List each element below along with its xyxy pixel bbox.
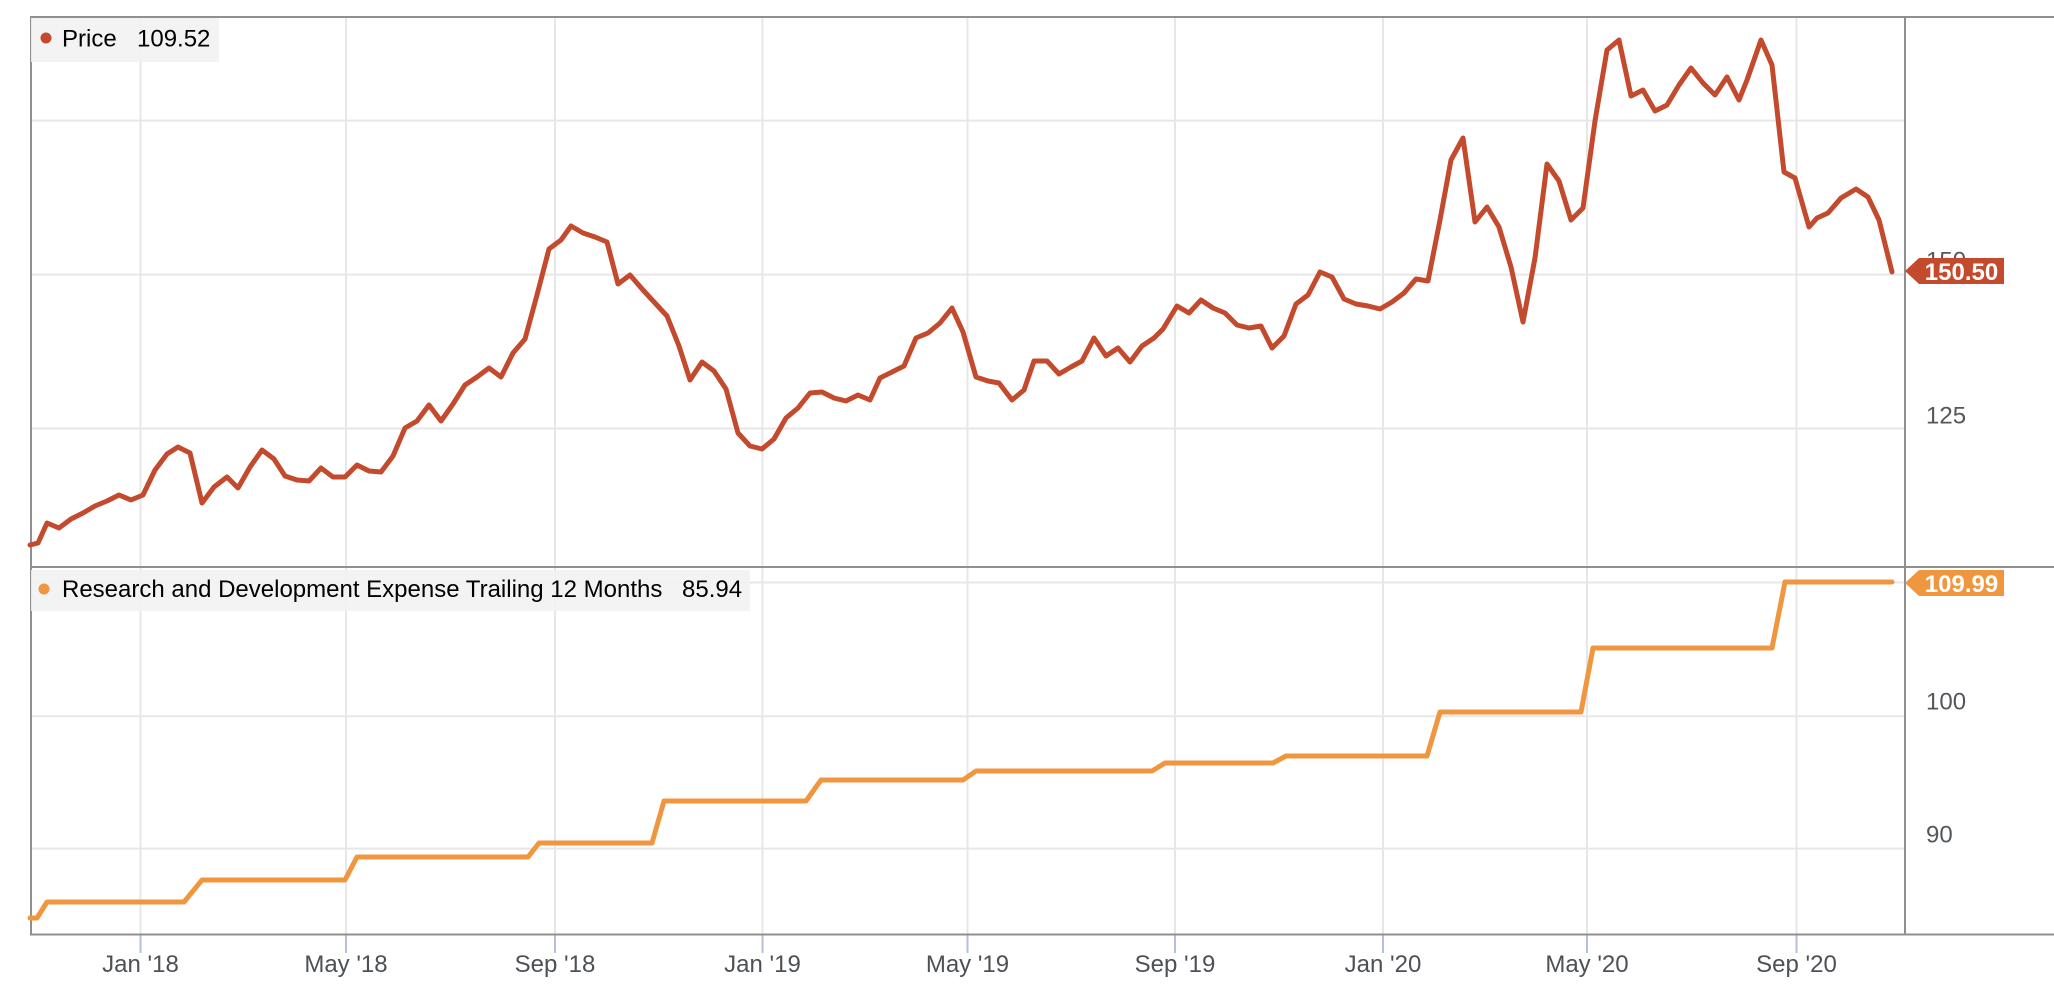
svg-text:Jan '18: Jan '18 bbox=[102, 951, 179, 978]
svg-text:125: 125 bbox=[1926, 403, 1966, 430]
svg-text:May '18: May '18 bbox=[304, 951, 387, 978]
svg-text:Jan '20: Jan '20 bbox=[1345, 951, 1422, 978]
svg-text:Sep '18: Sep '18 bbox=[515, 951, 596, 978]
svg-text:May '19: May '19 bbox=[926, 951, 1009, 978]
svg-text:Jan '19: Jan '19 bbox=[724, 951, 801, 978]
svg-text:109.52: 109.52 bbox=[137, 26, 210, 53]
svg-text:109.99: 109.99 bbox=[1925, 571, 1998, 598]
svg-text:Sep '20: Sep '20 bbox=[1756, 951, 1837, 978]
svg-text:Research and Development Expen: Research and Development Expense Trailin… bbox=[62, 576, 662, 603]
svg-text:85.94: 85.94 bbox=[682, 576, 742, 603]
svg-text:May '20: May '20 bbox=[1545, 951, 1628, 978]
svg-text:90: 90 bbox=[1926, 822, 1953, 849]
svg-text:Price: Price bbox=[62, 26, 117, 53]
svg-text:150.50: 150.50 bbox=[1925, 259, 1998, 286]
svg-text:Sep '19: Sep '19 bbox=[1135, 951, 1216, 978]
svg-text:100: 100 bbox=[1926, 689, 1966, 716]
